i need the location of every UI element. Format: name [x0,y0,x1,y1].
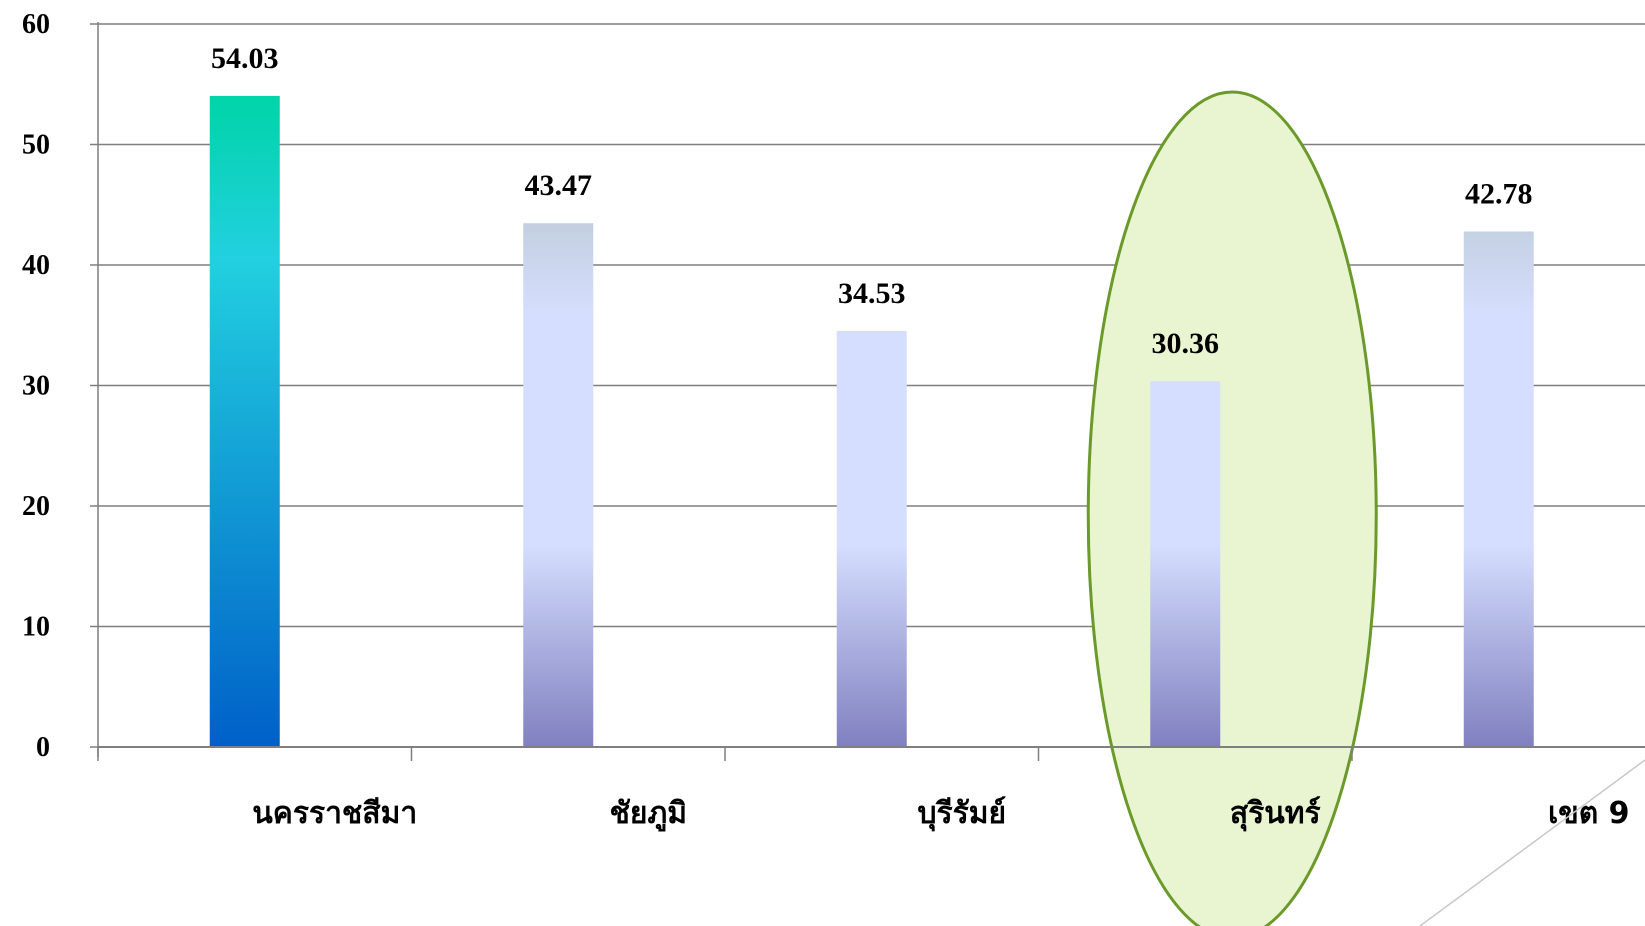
data-label: 43.47 [525,169,593,202]
decorative-corner-line [1419,759,1645,926]
category-label: สุรินทร์ [1230,796,1321,832]
bars [209,95,1534,748]
data-label: 54.03 [211,42,279,75]
y-tick-label: 50 [22,130,50,161]
y-tick-label: 20 [22,491,50,522]
bar-3 [836,330,907,747]
category-label: นครราชสีมา [252,796,417,831]
bar-5 [1463,231,1534,748]
category-label: ชัยภูมิ [610,796,688,832]
bar-1 [209,95,280,748]
y-tick-label: 40 [22,250,50,281]
y-tick-label: 60 [22,9,50,40]
data-label: 30.36 [1152,327,1220,360]
category-label: บุรีรัมย์ [917,796,1006,832]
data-label: 42.78 [1465,178,1533,211]
data-label: 34.53 [838,277,906,310]
bar-4 [1150,381,1221,747]
y-tick-label: 10 [22,612,50,643]
labels: 0 10 20 30 40 50 60 54.03 นครราชสีมา 43.47 ชัยภูมิ… [22,9,1630,832]
y-tick-label: 0 [36,732,50,763]
bar-2 [523,223,594,747]
axes [90,22,1645,761]
y-tick-label: 30 [22,371,50,402]
